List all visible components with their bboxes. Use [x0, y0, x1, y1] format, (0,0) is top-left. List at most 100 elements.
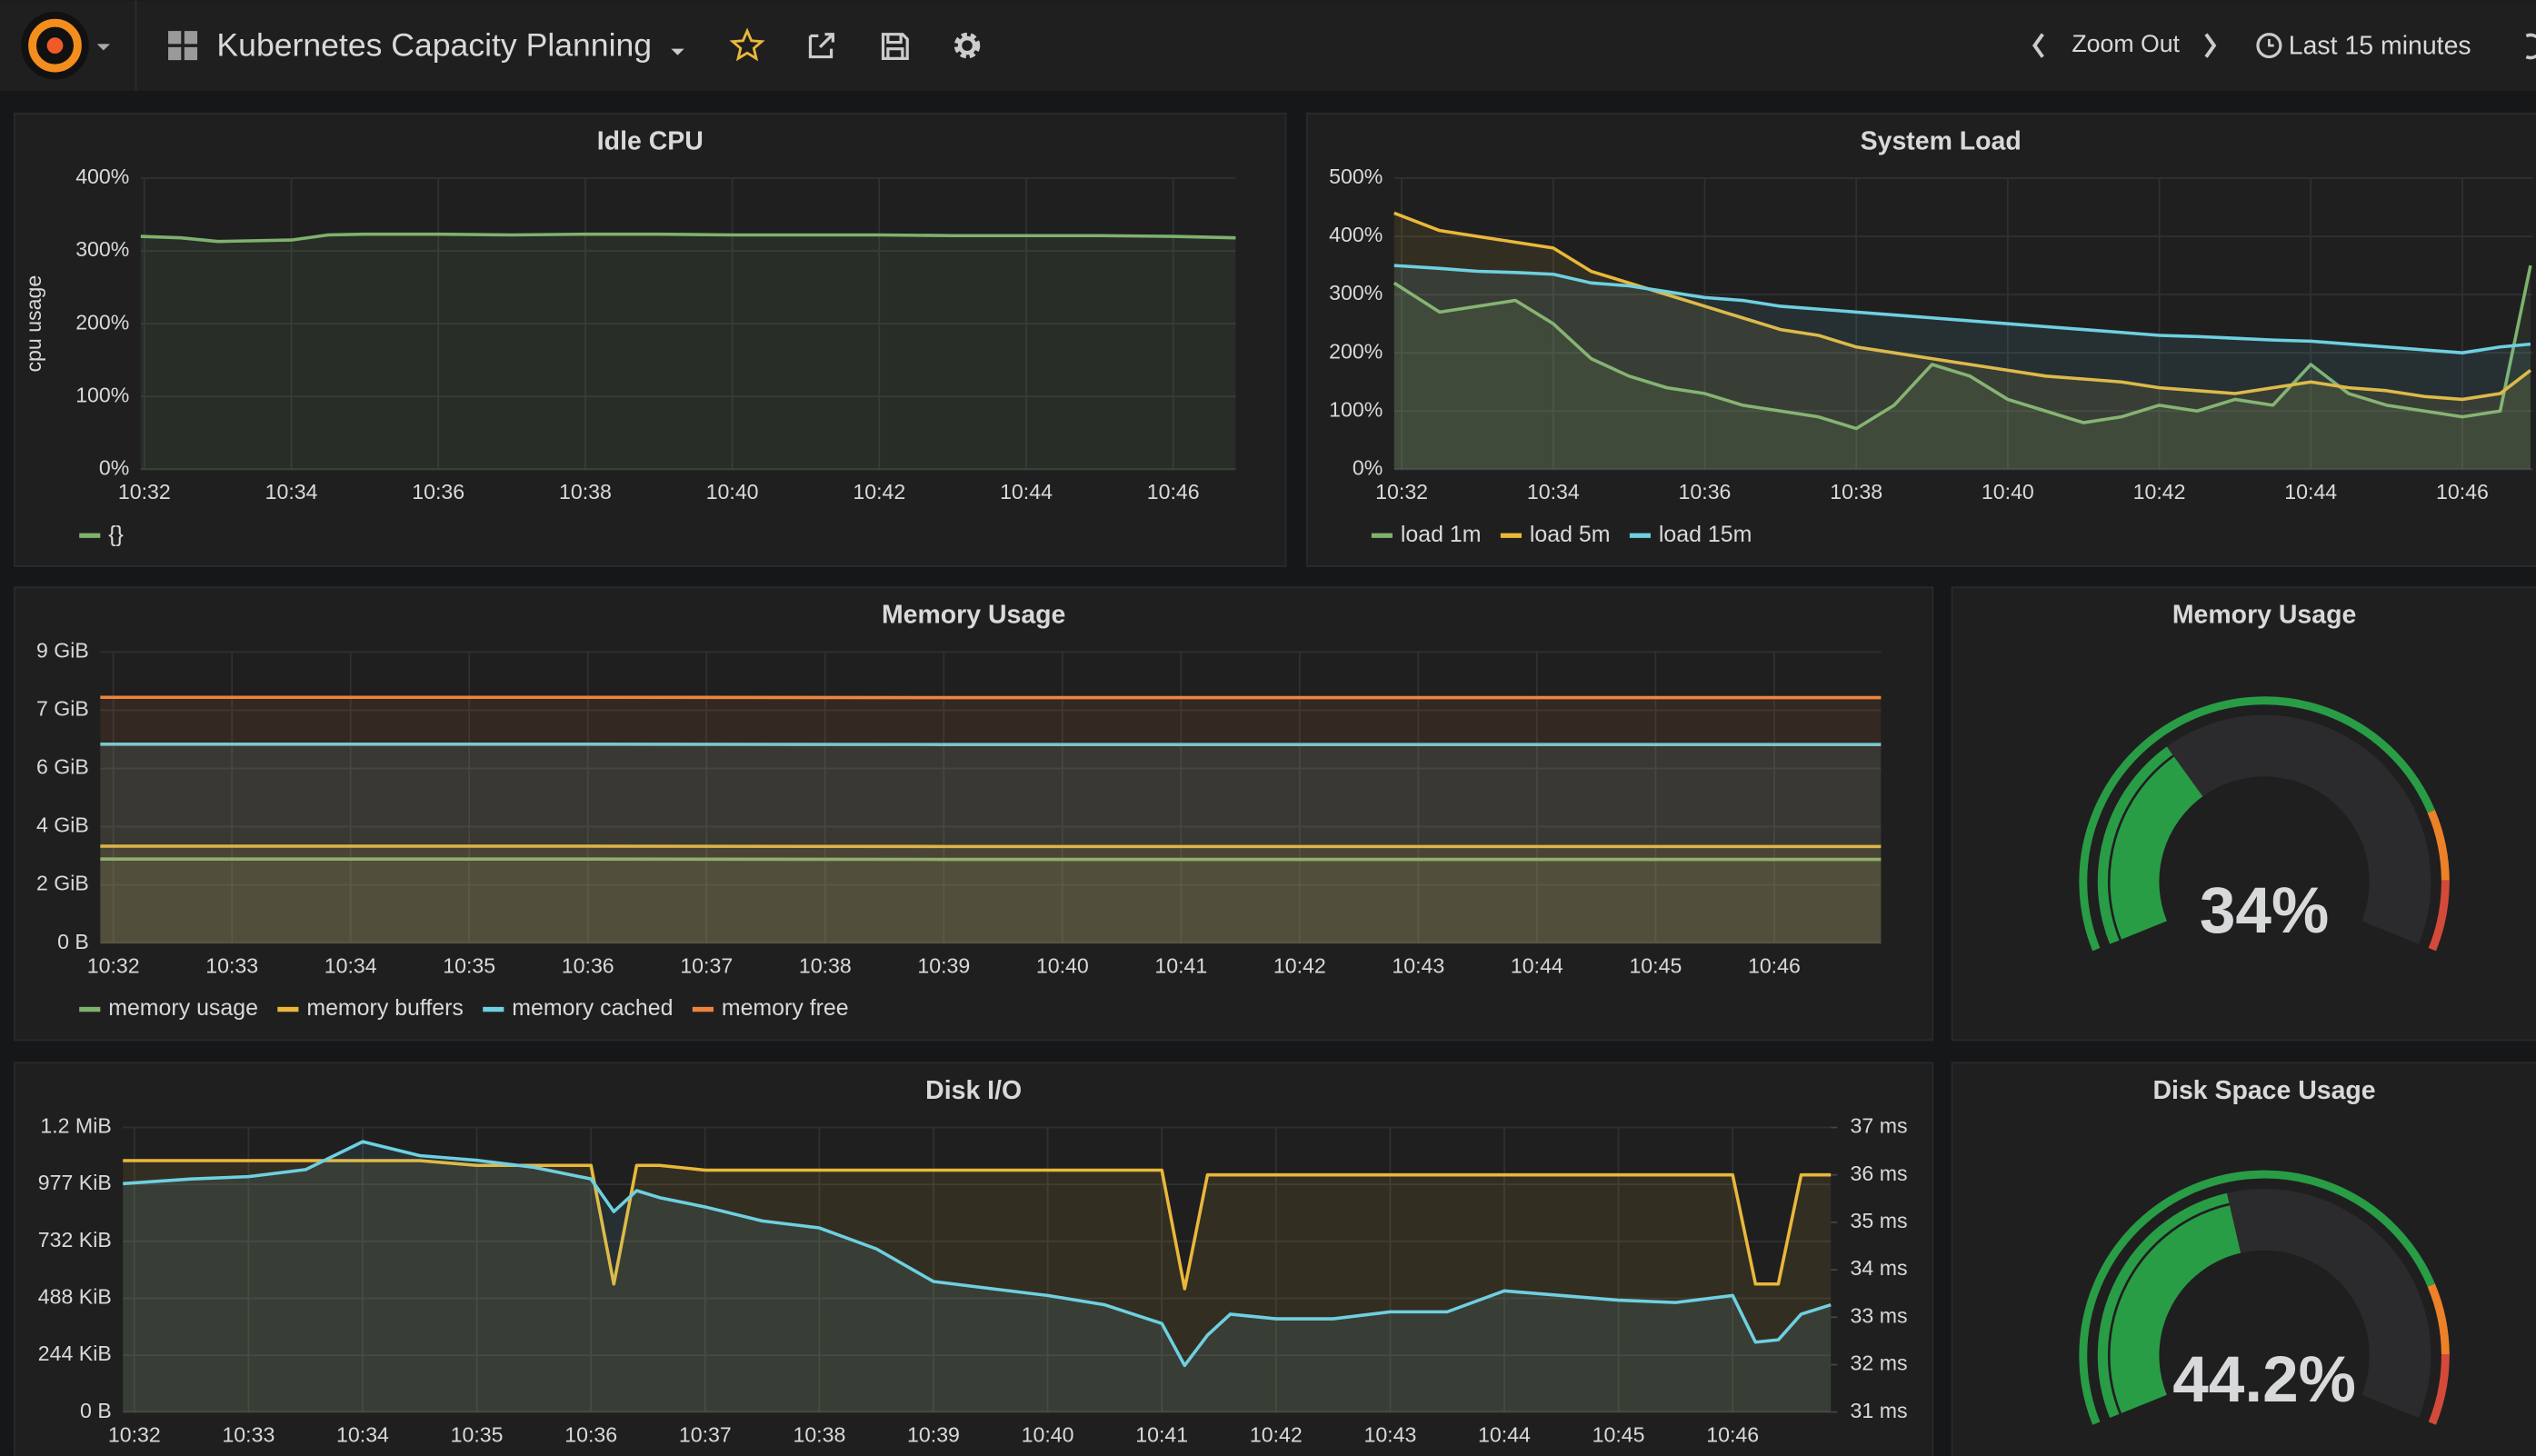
settings-button[interactable] [953, 32, 981, 59]
x-tick-label: 10:43 [1392, 953, 1444, 977]
panel-title: Idle CPU [597, 126, 704, 155]
series-line [140, 232, 1236, 244]
x-tick-label: 10:42 [853, 480, 905, 504]
x-tick-label: 10:35 [443, 953, 495, 977]
legend-label: memory free [722, 995, 849, 1021]
x-tick-label: 10:33 [222, 1422, 275, 1446]
y-tick-label: 0% [99, 455, 129, 479]
x-tick-label: 10:38 [793, 1422, 845, 1446]
x-tick-label: 10:36 [1679, 480, 1732, 504]
area-fill [1393, 213, 2531, 470]
y-tick-label: 0% [1353, 455, 1383, 479]
x-tick-label: 10:38 [799, 953, 852, 977]
area-fill [123, 1142, 1832, 1412]
y-tick-label: 977 KiB [38, 1171, 112, 1194]
share-button[interactable] [808, 33, 834, 59]
panel [14, 112, 1287, 567]
time-forward[interactable] [2204, 33, 2217, 58]
area-fill [100, 743, 1882, 943]
x-tick-label: 10:43 [1363, 1422, 1416, 1446]
y-tick-label: 300% [75, 237, 129, 261]
clock-icon [2256, 33, 2282, 59]
star-button[interactable] [729, 27, 765, 62]
y-tick-label: 100% [1329, 397, 1383, 421]
area-fill [1393, 265, 2531, 470]
save-button[interactable] [881, 33, 909, 60]
x-tick-label: 10:42 [1273, 953, 1326, 977]
grid-icon [168, 31, 198, 61]
x-tick-label: 10:46 [1147, 480, 1200, 504]
y-tick-label: 0 B [80, 1399, 112, 1422]
y2-tick-label: 36 ms [1851, 1162, 1908, 1185]
legend-label: memory buffers [306, 995, 464, 1021]
refresh-button[interactable] [2525, 33, 2536, 60]
legend-label: load 5m [1530, 522, 1611, 547]
legend-label: memory usage [108, 995, 258, 1021]
zoom-out[interactable]: Zoom Out [2072, 30, 2180, 57]
y2-tick-label: 35 ms [1851, 1209, 1908, 1232]
x-tick-label: 10:36 [564, 1422, 617, 1446]
area-fill [100, 859, 1882, 943]
area-fill [1393, 265, 2531, 470]
time-back[interactable] [2032, 33, 2044, 58]
x-tick-label: 10:46 [2436, 480, 2489, 504]
area-fill [100, 846, 1882, 943]
y-tick-label: 6 GiB [36, 755, 89, 779]
x-tick-label: 10:46 [1706, 1422, 1759, 1446]
x-tick-label: 10:38 [559, 480, 612, 504]
y-tick-label: 244 KiB [38, 1341, 112, 1365]
x-tick-label: 10:44 [1511, 953, 1563, 977]
panel-title: System Load [1861, 126, 2022, 155]
panel [1951, 586, 2536, 1042]
legend-label: load 15m [1659, 522, 1752, 547]
clock-hand [2268, 39, 2274, 47]
gauge-threshold [2428, 880, 2450, 952]
x-tick-label: 10:32 [87, 953, 140, 977]
x-tick-label: 10:40 [1036, 953, 1089, 977]
x-tick-label: 10:32 [1375, 480, 1428, 504]
navbar [0, 0, 2536, 91]
logo-ring [28, 18, 82, 73]
gauge-value-label: 44.2% [2172, 1344, 2356, 1416]
panel-title: Memory Usage [882, 601, 1065, 630]
panel [1305, 112, 2536, 567]
panel-title: Memory Usage [2172, 601, 2356, 630]
gauge-threshold [2428, 1353, 2450, 1425]
x-tick-label: 10:32 [118, 480, 171, 504]
x-tick-label: 10:40 [706, 480, 759, 504]
x-tick-label: 10:45 [1629, 953, 1682, 977]
x-tick-label: 10:32 [108, 1422, 161, 1446]
y-tick-label: 2 GiB [36, 872, 89, 895]
y2-tick-label: 37 ms [1851, 1114, 1908, 1138]
y-tick-label: 400% [75, 165, 129, 188]
y-tick-label: 500% [1329, 165, 1383, 188]
panel-title: Disk I/O [925, 1076, 1022, 1105]
gauge-threshold [2427, 1283, 2450, 1355]
x-tick-label: 10:46 [1748, 953, 1801, 977]
logo-core [46, 37, 64, 55]
y-tick-label: 400% [1329, 223, 1383, 246]
x-tick-label: 10:34 [324, 953, 377, 977]
x-tick-label: 10:40 [1982, 480, 2034, 504]
y2-tick-label: 32 ms [1851, 1351, 1908, 1375]
x-tick-label: 10:39 [907, 1422, 960, 1446]
gauge-value-label: 34% [2200, 875, 2329, 947]
caret [96, 44, 110, 51]
x-tick-label: 10:41 [1154, 953, 1207, 977]
series-line [1393, 211, 2532, 402]
legend-label: load 1m [1401, 522, 1482, 547]
x-tick-label: 10:42 [1250, 1422, 1303, 1446]
x-tick-label: 10:38 [1830, 480, 1882, 504]
x-tick-label: 10:36 [412, 480, 464, 504]
panel-title: Disk Space Usage [2152, 1076, 2375, 1105]
x-tick-label: 10:36 [562, 953, 614, 977]
y-tick-label: 200% [75, 310, 129, 334]
y-tick-label: 0 B [57, 930, 89, 953]
dashboard-picker[interactable]: Kubernetes Capacity Planning [168, 26, 684, 63]
time-picker[interactable]: Last 15 minutes [2256, 31, 2471, 60]
time-range: Last 15 minutes [2289, 31, 2471, 60]
grafana-logo[interactable] [21, 11, 110, 80]
x-tick-label: 10:44 [1000, 480, 1053, 504]
